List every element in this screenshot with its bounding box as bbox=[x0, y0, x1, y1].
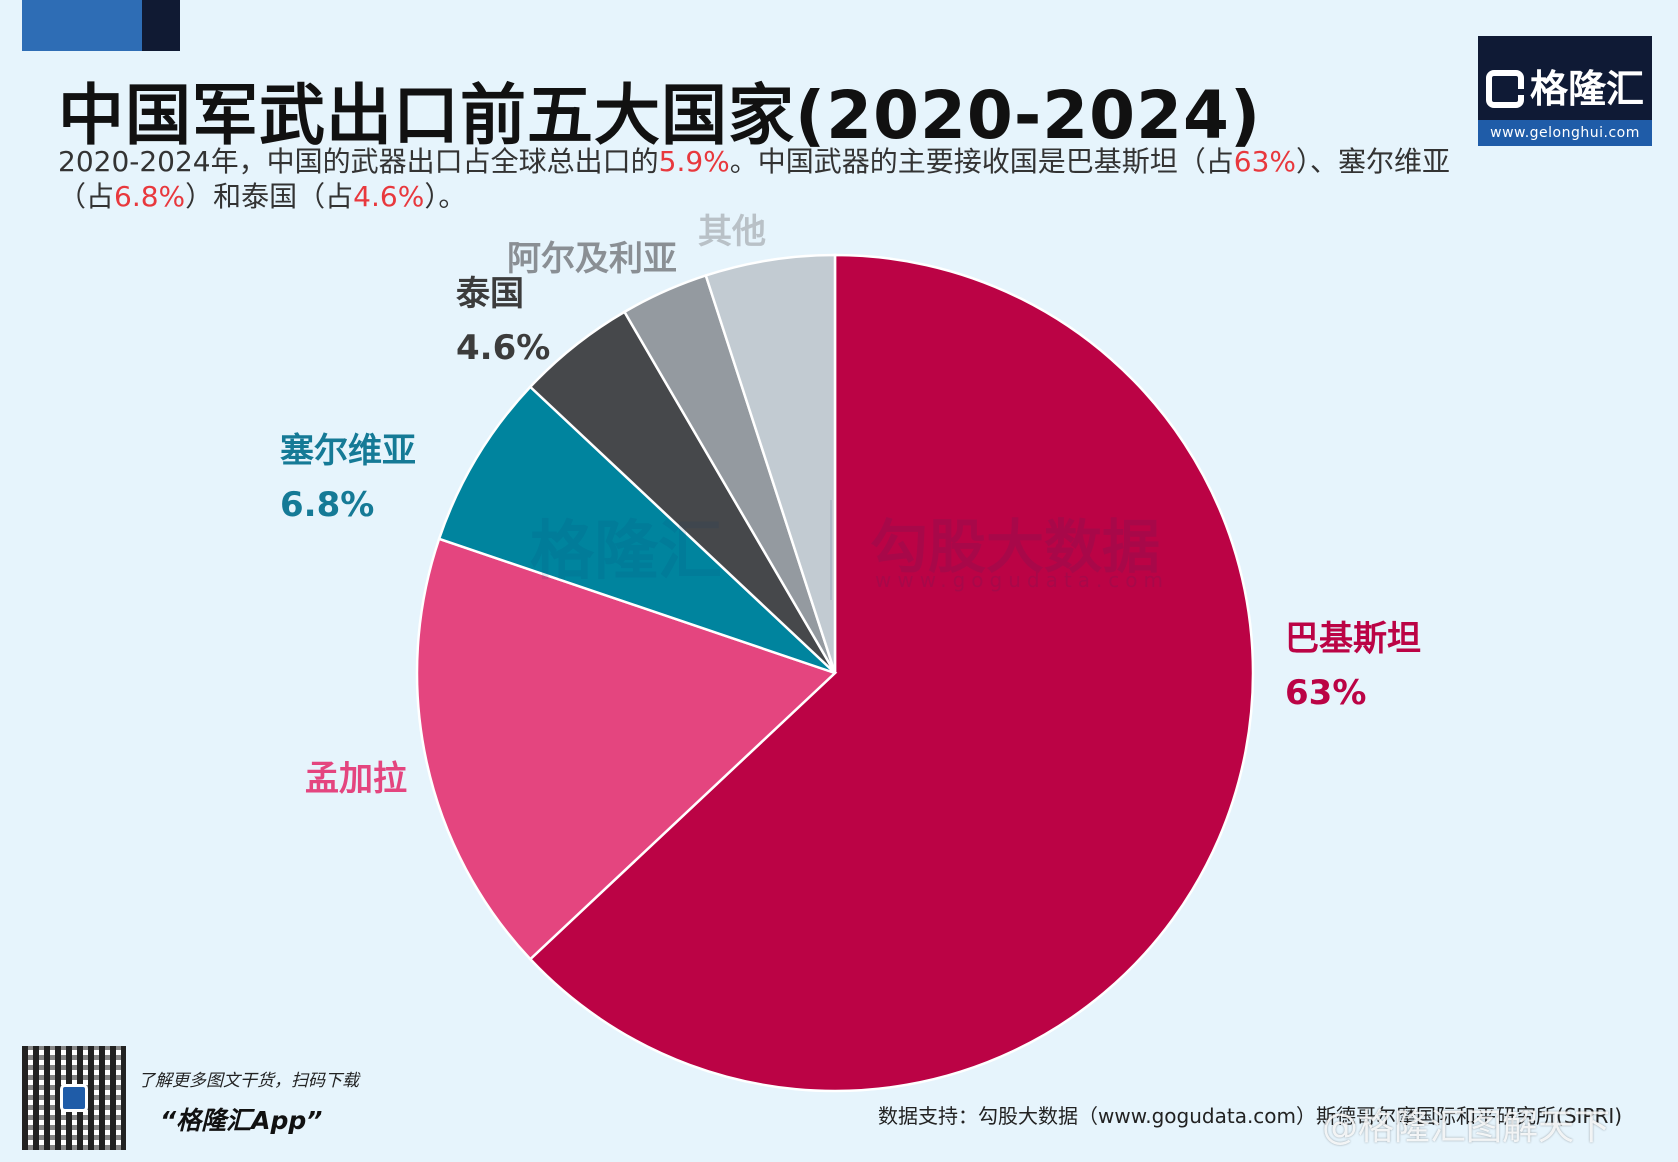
thailand-share-value: 4.6% bbox=[353, 180, 425, 213]
pie-slice-1 bbox=[528, 253, 1255, 1093]
pie-slice-2 bbox=[415, 537, 838, 961]
top-accent-bar bbox=[22, 0, 142, 51]
watermark: 格隆汇 勾股大数据 www.gogudata.com bbox=[530, 500, 1170, 600]
top-accent-bar-dark bbox=[142, 0, 180, 51]
gelonghui-g-icon bbox=[1485, 70, 1524, 108]
gelonghui-logo: 格隆汇 www.gelonghui.com bbox=[1478, 36, 1652, 146]
data-source: 数据支持：勾股大数据（www.gogudata.com）斯德哥尔摩国际和平研究所… bbox=[878, 1104, 1623, 1128]
slice-name-label: 巴基斯坦 bbox=[1285, 619, 1421, 659]
footer-app-name: “格隆汇App” bbox=[160, 1106, 323, 1135]
pie-slice-6 bbox=[704, 253, 837, 674]
logo-url: www.gelonghui.com bbox=[1478, 120, 1652, 146]
weibo-watermark: @格隆汇图解天下 bbox=[1322, 1107, 1611, 1148]
slice-value-label: 4.6% bbox=[456, 328, 550, 368]
slice-value-label: 63% bbox=[1285, 673, 1366, 713]
footer-promo-text: 了解更多图文干货，扫码下载 bbox=[138, 1071, 359, 1091]
slice-value-label: 6.8% bbox=[280, 485, 374, 525]
pie-slice-3 bbox=[437, 385, 836, 675]
qr-code[interactable] bbox=[22, 1046, 126, 1150]
slice-name-label: 泰国 bbox=[456, 274, 524, 314]
qr-logo-icon bbox=[60, 1084, 88, 1112]
slice-name-label: 阿尔及利亚 bbox=[507, 239, 677, 279]
slice-name-label: 孟加拉 bbox=[305, 759, 407, 799]
serbia-share-value: 6.8% bbox=[114, 180, 186, 213]
pie-slices bbox=[415, 253, 1255, 1093]
pakistan-share-value: 63% bbox=[1233, 145, 1297, 178]
chart-subtitle: 2020-2024年，中国的武器出口占全球总出口的5.9%。中国武器的主要接收国… bbox=[58, 145, 1451, 213]
slice-name-label: 其他 bbox=[698, 212, 766, 252]
slice-name-label: 塞尔维亚 bbox=[280, 431, 416, 471]
global-share-value: 5.9% bbox=[658, 145, 730, 178]
chart-title: 中国军武出口前五大国家(2020-2024) bbox=[58, 77, 1262, 154]
